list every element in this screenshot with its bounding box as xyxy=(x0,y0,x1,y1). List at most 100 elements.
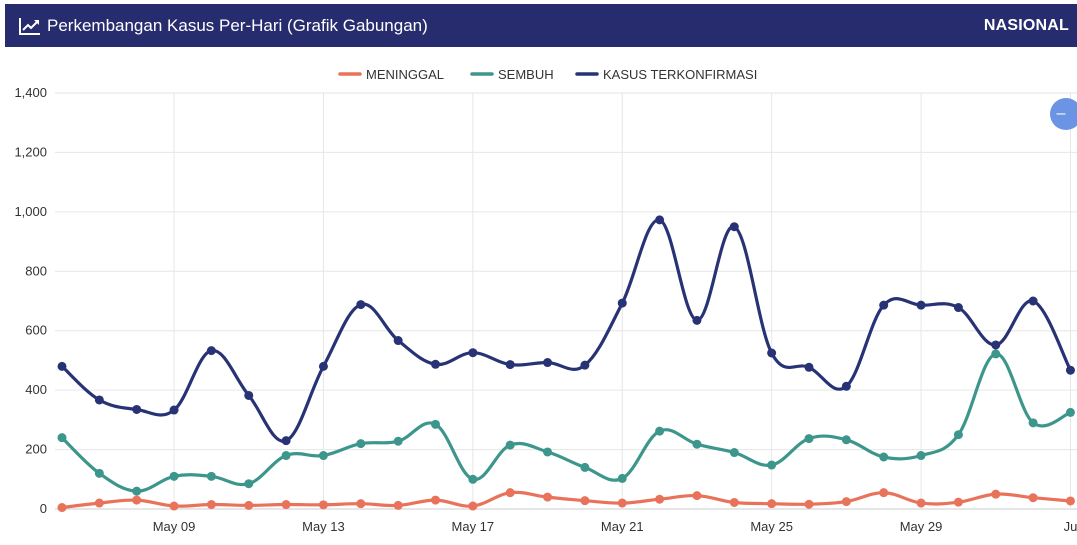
data-point[interactable] xyxy=(729,448,739,458)
data-point[interactable] xyxy=(393,500,403,510)
data-point[interactable] xyxy=(94,468,104,478)
data-point[interactable] xyxy=(617,498,627,508)
data-point[interactable] xyxy=(991,489,1001,499)
data-point[interactable] xyxy=(655,494,665,504)
data-point[interactable] xyxy=(94,395,104,405)
data-point[interactable] xyxy=(244,390,254,400)
scope-label[interactable]: NASIONAL xyxy=(983,16,1069,34)
data-point[interactable] xyxy=(879,488,889,498)
data-point[interactable] xyxy=(468,348,478,358)
series-kasus-terkonfirmasi[interactable] xyxy=(57,215,1075,446)
data-point[interactable] xyxy=(580,462,590,472)
data-point[interactable] xyxy=(206,500,216,510)
legend-item[interactable]: MENINGGAL xyxy=(338,67,444,82)
data-point[interactable] xyxy=(318,451,328,461)
data-point[interactable] xyxy=(953,303,963,313)
series-lines xyxy=(57,215,1075,513)
data-point[interactable] xyxy=(57,361,67,371)
data-point[interactable] xyxy=(132,486,142,496)
data-point[interactable] xyxy=(655,215,665,225)
data-point[interactable] xyxy=(767,499,777,509)
data-point[interactable] xyxy=(1065,407,1075,417)
data-point[interactable] xyxy=(617,473,627,483)
data-point[interactable] xyxy=(505,440,515,450)
data-point[interactable] xyxy=(356,499,366,509)
data-point[interactable] xyxy=(431,359,440,369)
legend-item[interactable]: SEMBUH xyxy=(470,67,554,82)
data-point[interactable] xyxy=(169,405,179,415)
data-point[interactable] xyxy=(916,300,926,310)
data-point[interactable] xyxy=(543,492,553,502)
data-point[interactable] xyxy=(1028,418,1038,428)
data-point[interactable] xyxy=(393,436,403,446)
data-point[interactable] xyxy=(767,348,777,358)
data-point[interactable] xyxy=(580,496,590,506)
data-point[interactable] xyxy=(617,298,627,308)
data-point[interactable] xyxy=(132,404,142,414)
data-point[interactable] xyxy=(729,222,739,232)
data-point[interactable] xyxy=(431,495,440,505)
data-point[interactable] xyxy=(804,362,814,372)
data-point[interactable] xyxy=(169,471,179,481)
data-point[interactable] xyxy=(468,501,478,511)
legend-item[interactable]: KASUS TERKONFIRMASI xyxy=(575,67,757,82)
data-point[interactable] xyxy=(543,447,553,457)
data-point[interactable] xyxy=(692,439,702,449)
data-point[interactable] xyxy=(206,471,216,481)
data-point[interactable] xyxy=(505,360,515,370)
data-point[interactable] xyxy=(991,340,1001,350)
series-line[interactable] xyxy=(61,490,1071,510)
data-point[interactable] xyxy=(580,360,590,370)
data-point[interactable] xyxy=(468,474,478,484)
data-point[interactable] xyxy=(1028,493,1038,503)
data-point[interactable] xyxy=(94,498,104,508)
data-point[interactable] xyxy=(281,436,291,446)
data-point[interactable] xyxy=(916,498,926,508)
data-point[interactable] xyxy=(318,361,328,371)
data-point[interactable] xyxy=(804,499,814,509)
series-sembuh[interactable] xyxy=(57,349,1075,496)
data-point[interactable] xyxy=(1065,496,1075,506)
data-point[interactable] xyxy=(804,434,814,444)
data-point[interactable] xyxy=(841,497,851,507)
data-point[interactable] xyxy=(879,452,889,462)
data-point[interactable] xyxy=(356,439,366,449)
data-point[interactable] xyxy=(729,497,739,507)
data-point[interactable] xyxy=(169,501,179,511)
data-point[interactable] xyxy=(132,495,142,505)
data-point[interactable] xyxy=(356,300,366,310)
data-point[interactable] xyxy=(505,488,515,498)
data-point[interactable] xyxy=(1028,296,1038,306)
collapse-button[interactable]: – xyxy=(1050,98,1077,130)
data-point[interactable] xyxy=(841,435,851,445)
data-point[interactable] xyxy=(393,336,403,346)
data-point[interactable] xyxy=(1065,365,1075,375)
data-point[interactable] xyxy=(991,349,1001,359)
data-point[interactable] xyxy=(767,460,777,470)
series-line[interactable] xyxy=(60,352,1072,493)
data-point[interactable] xyxy=(244,500,254,510)
y-tick-label: 800 xyxy=(25,263,47,278)
data-point[interactable] xyxy=(953,497,963,507)
data-point[interactable] xyxy=(953,430,963,440)
data-point[interactable] xyxy=(57,433,67,443)
data-point[interactable] xyxy=(655,426,665,436)
data-point[interactable] xyxy=(879,300,889,310)
data-point[interactable] xyxy=(431,419,440,429)
data-point[interactable] xyxy=(543,358,553,368)
x-tick-label: May 21 xyxy=(601,519,644,534)
data-point[interactable] xyxy=(281,500,291,510)
data-point[interactable] xyxy=(57,503,67,513)
data-point[interactable] xyxy=(692,491,702,501)
data-point[interactable] xyxy=(244,479,254,489)
data-point[interactable] xyxy=(281,451,291,461)
data-point[interactable] xyxy=(692,315,702,325)
x-axis: May 09 May 13 May 17 May 21 May 25 May 29 Ju xyxy=(153,519,1077,534)
data-point[interactable] xyxy=(206,346,216,356)
data-point[interactable] xyxy=(916,451,926,461)
legend[interactable]: MENINGGAL SEMBUH KASUS TERKONFIRMASI xyxy=(338,67,757,82)
series-meninggal[interactable] xyxy=(57,488,1075,513)
data-point[interactable] xyxy=(318,500,328,510)
data-point[interactable] xyxy=(841,381,851,391)
series-line[interactable] xyxy=(60,218,1072,443)
